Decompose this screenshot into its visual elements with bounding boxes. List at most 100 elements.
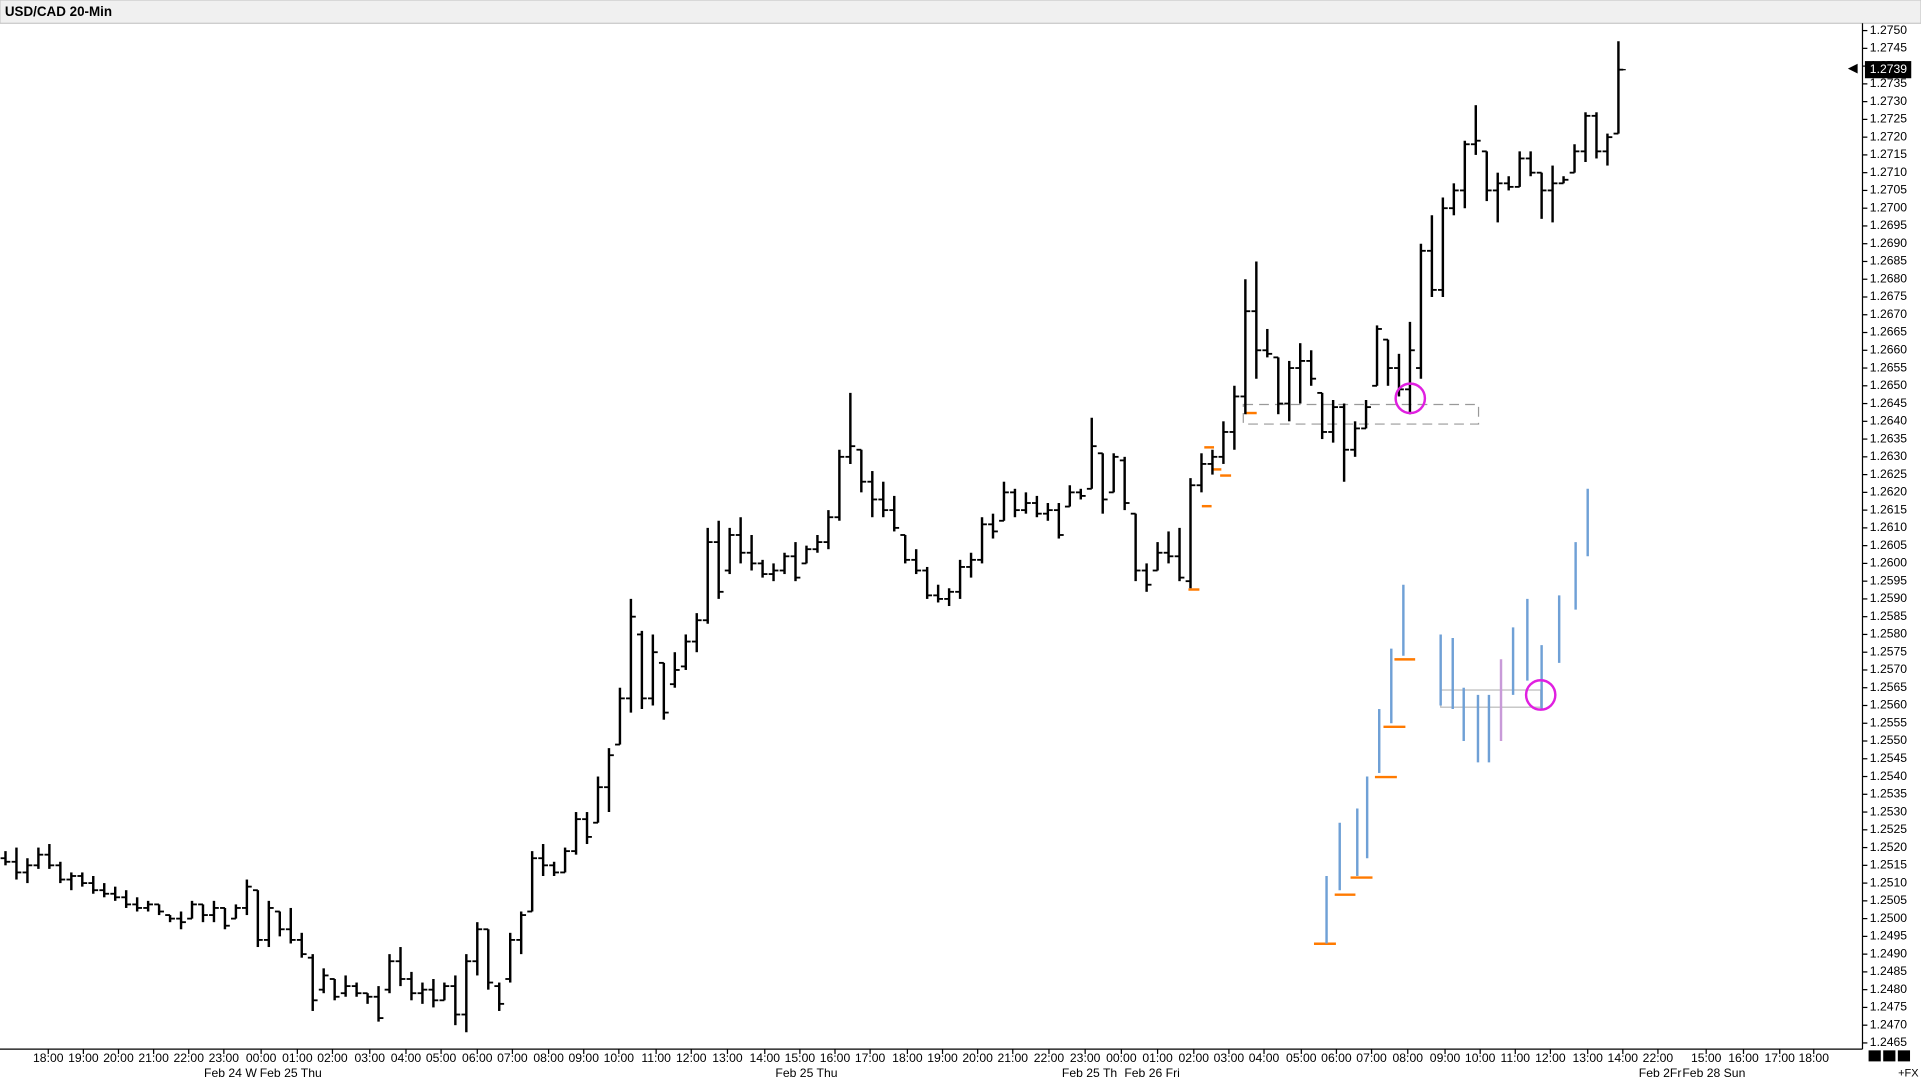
date-label: Feb 25 Thu — [775, 1066, 837, 1080]
x-tick-label: 04:00 — [391, 1051, 422, 1065]
x-tick-label: 22:00 — [173, 1051, 204, 1065]
x-tick-label: 09:00 — [1430, 1051, 1461, 1065]
y-tick-label: 1.2735 — [1870, 76, 1907, 90]
price-arrow — [1847, 63, 1858, 74]
x-tick-label: 12:00 — [676, 1051, 707, 1065]
y-tick-label: 1.2690 — [1870, 236, 1907, 250]
date-label: Feb 2Fr — [1639, 1066, 1682, 1080]
y-tick-label: 1.2520 — [1870, 840, 1907, 854]
x-tick-label: 14:00 — [1608, 1051, 1639, 1065]
x-tick-label: 06:00 — [1321, 1051, 1352, 1065]
y-tick-label: 1.2540 — [1870, 769, 1907, 783]
y-tick-label: 1.2710 — [1870, 165, 1907, 179]
y-tick-label: 1.2535 — [1870, 787, 1907, 801]
x-tick-label: 17:00 — [1764, 1051, 1795, 1065]
y-tick-label: 1.2515 — [1870, 858, 1907, 872]
y-tick-label: 1.2580 — [1870, 627, 1907, 641]
y-tick-label: 1.2560 — [1870, 698, 1907, 712]
x-tick-label: 07:00 — [1356, 1051, 1387, 1065]
y-tick-label: 1.2625 — [1870, 467, 1907, 481]
zone-box — [1242, 403, 1480, 425]
x-tick-label: 00:00 — [246, 1051, 277, 1065]
x-tick-label: 02:00 — [317, 1051, 348, 1065]
x-tick-label: 09:00 — [568, 1051, 599, 1065]
x-tick-label: 13:00 — [1572, 1051, 1603, 1065]
highlight-circle — [1394, 382, 1427, 415]
x-tick-label: 08:00 — [1393, 1051, 1424, 1065]
y-tick-label: 1.2645 — [1870, 396, 1907, 410]
y-tick-label: 1.2685 — [1870, 254, 1907, 268]
y-tick-label: 1.2555 — [1870, 715, 1907, 729]
y-tick-label: 1.2585 — [1870, 609, 1907, 623]
last-price-label: 1.2739 — [1870, 62, 1907, 76]
x-tick-label: 23:00 — [1070, 1051, 1101, 1065]
x-tick-label: 16:00 — [820, 1051, 851, 1065]
x-tick-label: 18:00 — [1798, 1051, 1829, 1065]
y-tick-label: 1.2490 — [1870, 946, 1907, 960]
x-tick-label: 21:00 — [138, 1051, 169, 1065]
x-tick-label: 10:00 — [604, 1051, 635, 1065]
y-tick-label: 1.2675 — [1870, 289, 1907, 303]
y-tick-label: 1.2485 — [1870, 964, 1907, 978]
y-tick-label: 1.2705 — [1870, 183, 1907, 197]
y-tick-label: 1.2715 — [1870, 147, 1907, 161]
y-tick-label: 1.2640 — [1870, 414, 1907, 428]
y-tick-label: 1.2745 — [1870, 41, 1907, 55]
x-tick-label: 18:00 — [33, 1051, 64, 1065]
x-tick-label: 19:00 — [68, 1051, 99, 1065]
x-tick-label: 20:00 — [962, 1051, 993, 1065]
y-tick-label: 1.2480 — [1870, 982, 1907, 996]
orange-markers — [1188, 411, 1416, 945]
y-tick-label: 1.2605 — [1870, 538, 1907, 552]
y-tick-label: 1.2670 — [1870, 307, 1907, 321]
y-tick-label: 1.2750 — [1870, 23, 1907, 37]
footer-label: +FX — [1898, 1068, 1919, 1080]
marks — [0, 41, 1624, 1033]
y-tick-label: 1.2590 — [1870, 591, 1907, 605]
x-tick-label: 06:00 — [462, 1051, 493, 1065]
y-tick-label: 1.2610 — [1870, 520, 1907, 534]
y-tick-label: 1.2650 — [1870, 378, 1907, 392]
x-tick-label: 11:00 — [641, 1051, 671, 1065]
highlight-circle — [1524, 678, 1557, 711]
y-tick-label: 1.2725 — [1870, 112, 1907, 126]
last-price-box — [1864, 61, 1912, 79]
x-tick-label: 16:00 — [1728, 1051, 1759, 1065]
x-tick-label: 21:00 — [998, 1051, 1029, 1065]
y-tick-label: 1.2680 — [1870, 271, 1907, 285]
x-tick-label: 08:00 — [533, 1051, 564, 1065]
y-tick-label: 1.2615 — [1870, 502, 1907, 516]
y-tick-label: 1.2695 — [1870, 218, 1907, 232]
x-tick-label: 15:00 — [1691, 1051, 1722, 1065]
y-tick-label: 1.2660 — [1870, 342, 1907, 356]
y-tick-label: 1.2720 — [1870, 129, 1907, 143]
y-tick-label: 1.2600 — [1870, 556, 1907, 570]
x-tick-label: 05:00 — [426, 1051, 457, 1065]
date-label: Feb 25 Thu — [260, 1066, 322, 1080]
x-tick-label: 23:00 — [209, 1051, 240, 1065]
y-tick-label: 1.2635 — [1870, 431, 1907, 445]
x-tick-label: 04:00 — [1249, 1051, 1280, 1065]
x-tick-label: 12:00 — [1535, 1051, 1566, 1065]
x-tick-label: 02:00 — [1179, 1051, 1210, 1065]
x-tick-label: 20:00 — [103, 1051, 134, 1065]
y-tick-label: 1.2575 — [1870, 644, 1907, 658]
x-tick-label: 00:00 — [1106, 1051, 1137, 1065]
x-tick-label: 05:00 — [1286, 1051, 1317, 1065]
y-tick-label: 1.2550 — [1870, 733, 1907, 747]
y-tick-label: 1.2500 — [1870, 911, 1907, 925]
y-tick-label: 1.2510 — [1870, 875, 1907, 889]
x-tick-label: 14:00 — [750, 1051, 781, 1065]
y-tick-label: 1.2655 — [1870, 360, 1907, 374]
x-tick-label: 18:00 — [892, 1051, 923, 1065]
x-tick-label: 22:00 — [1643, 1051, 1674, 1065]
y-tick-label: 1.2530 — [1870, 804, 1907, 818]
y-tick-label: 1.2570 — [1870, 662, 1907, 676]
date-label: Feb 28 Sun — [1682, 1066, 1745, 1080]
chart-title: USD/CAD 20-Min — [5, 4, 112, 19]
date-label: Feb 25 Th — [1062, 1066, 1117, 1080]
x-tick-label: 11:00 — [1500, 1051, 1530, 1065]
